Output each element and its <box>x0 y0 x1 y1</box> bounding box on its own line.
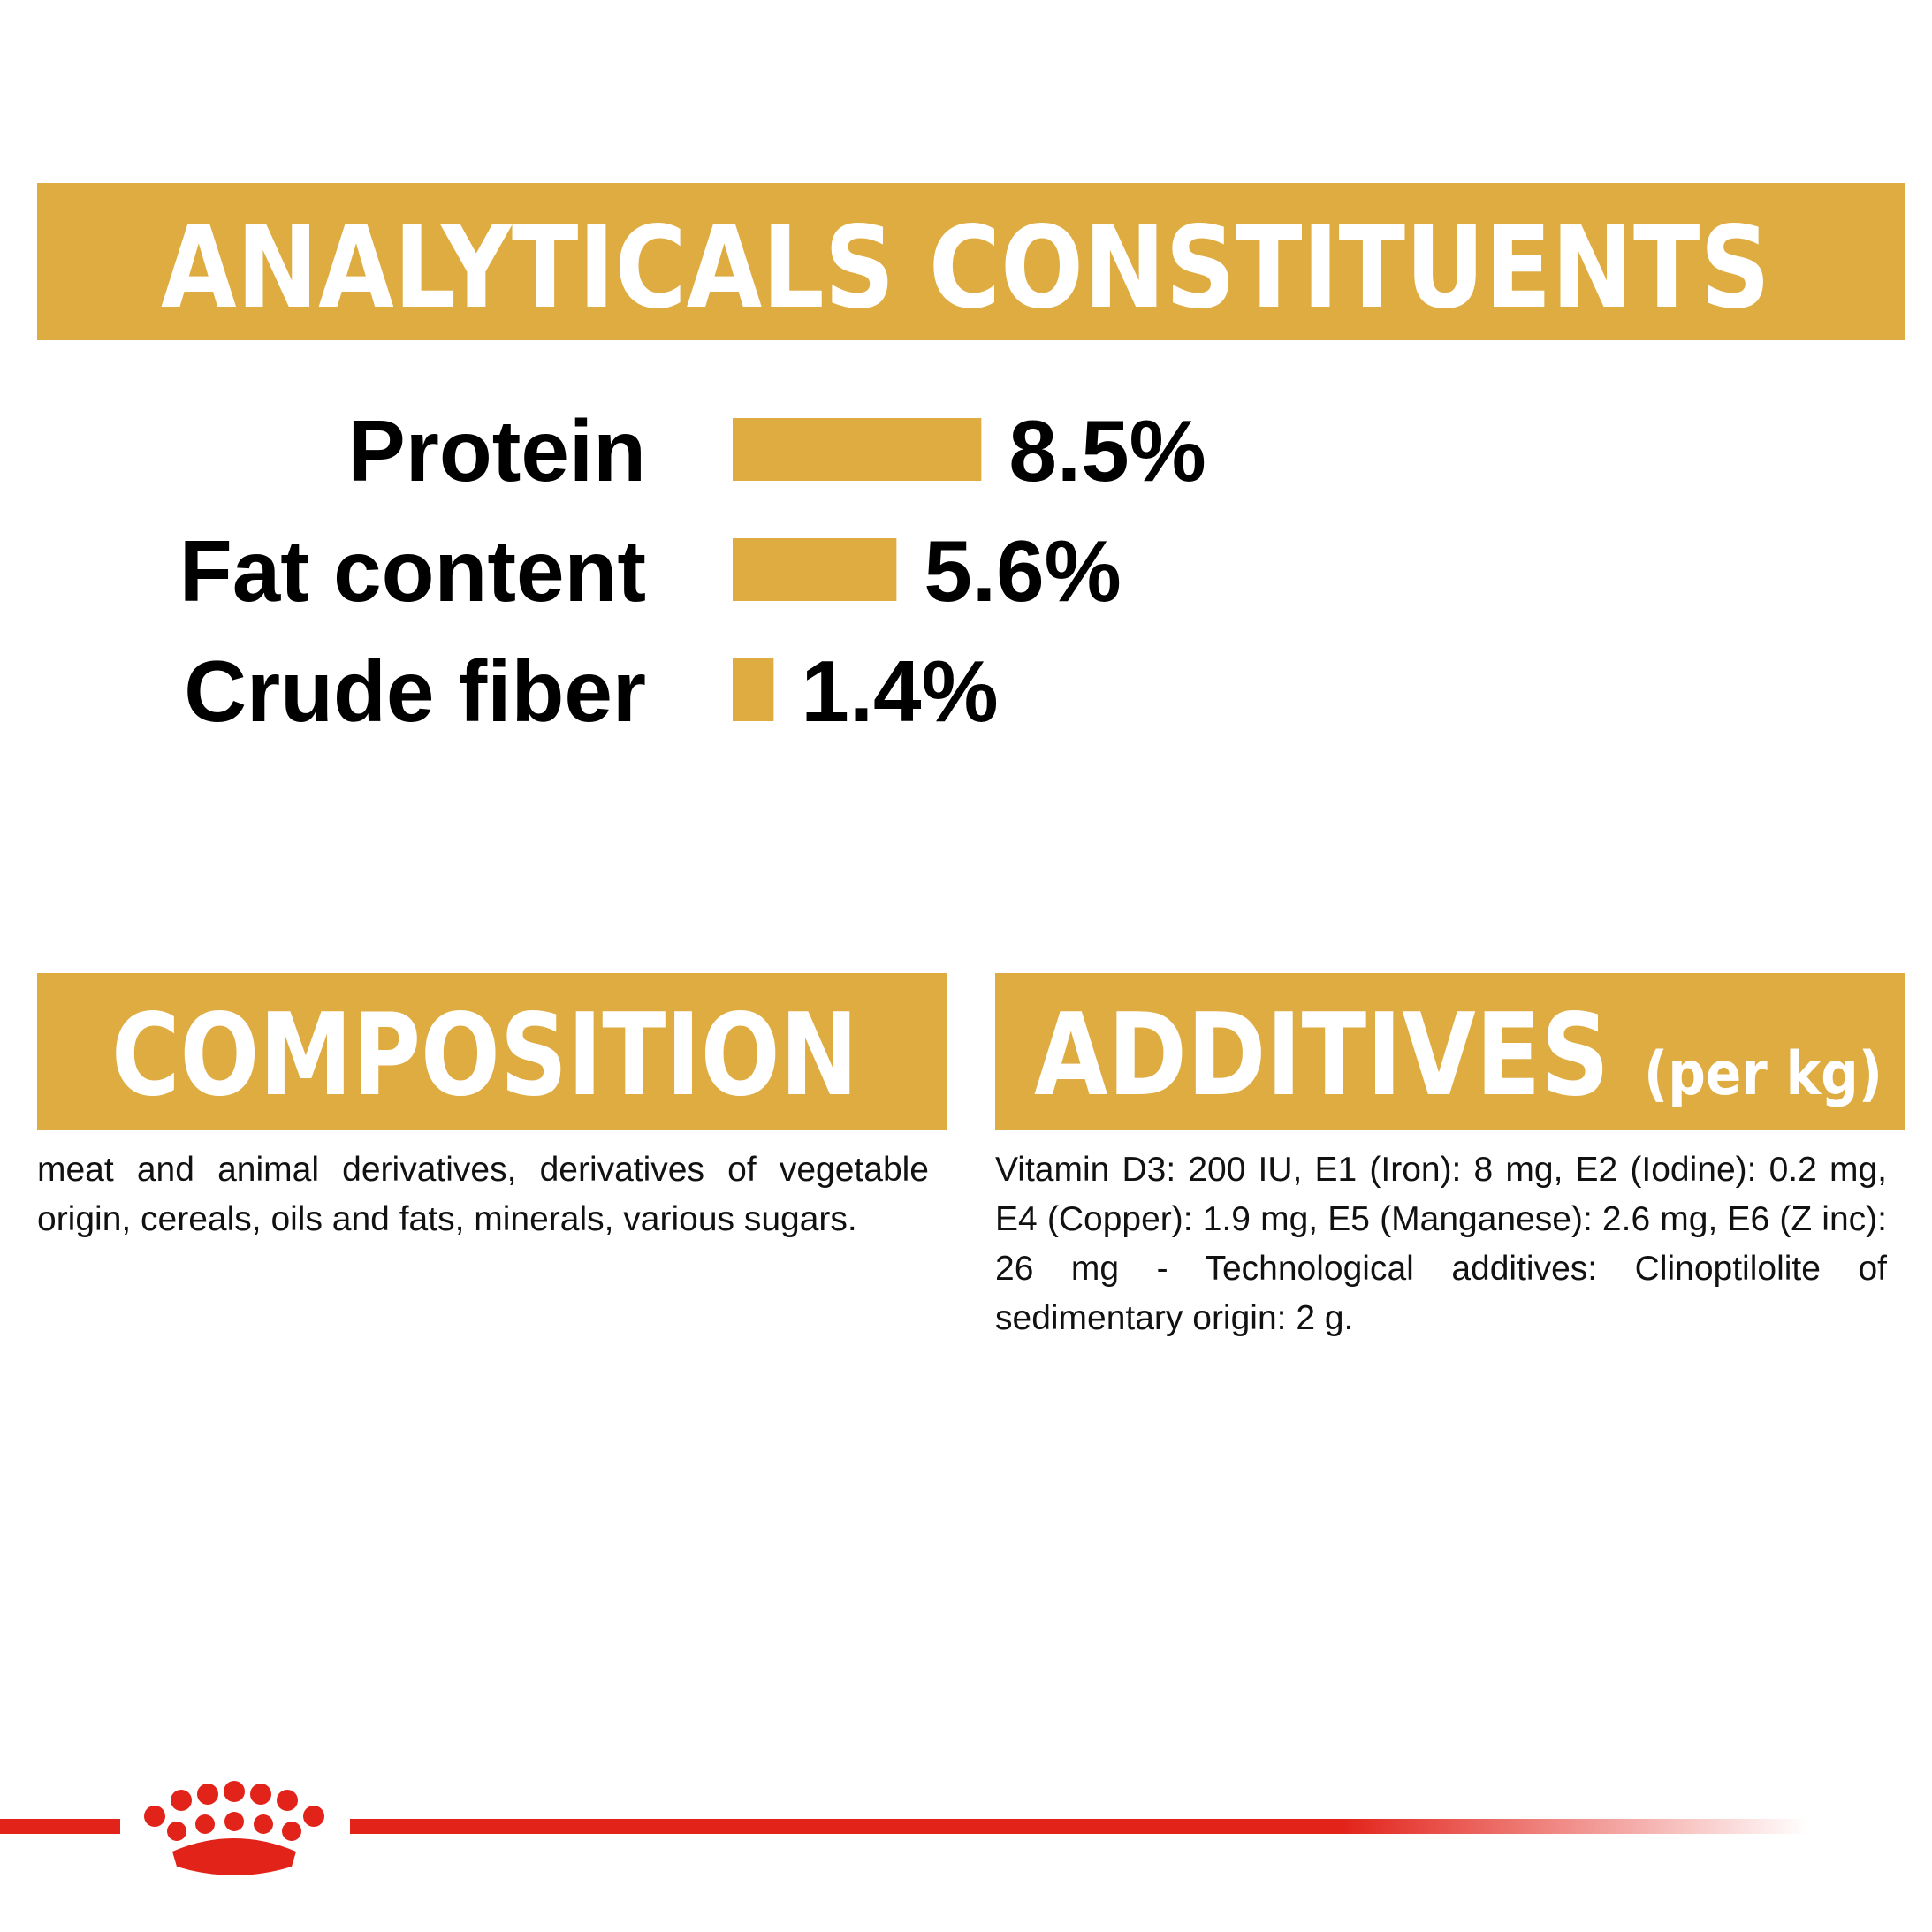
title-banner <box>37 183 1905 340</box>
bar <box>733 538 897 601</box>
category-label: Crude fiber <box>184 643 646 740</box>
composition-title: COMPOSITION <box>111 990 858 1122</box>
category-label: Protein <box>347 402 646 499</box>
composition-banner <box>37 973 947 1130</box>
category-label: Fat content <box>179 522 646 620</box>
composition-text: meat and animal derivatives, derivatives… <box>37 1151 929 1238</box>
bar <box>733 418 982 481</box>
additives-unit: (per kg) <box>1644 1039 1883 1109</box>
bar <box>733 658 774 721</box>
brand-line <box>350 1819 1808 1834</box>
brand-line <box>0 1819 120 1834</box>
additives-title: ADDITIVES <box>1034 990 1609 1122</box>
additives-banner <box>995 973 1905 1130</box>
brand-logo <box>144 1781 324 1875</box>
value-label: 8.5% <box>1008 402 1206 499</box>
chart-title: ANALYTICALS CONSTITUENTS <box>161 202 1770 334</box>
value-label: 5.6% <box>924 522 1121 620</box>
value-label: 1.4% <box>801 643 998 740</box>
additives-text: Vitamin D3: 200 IU, E1 (Iron): 8 mg, E2 … <box>995 1151 1887 1337</box>
